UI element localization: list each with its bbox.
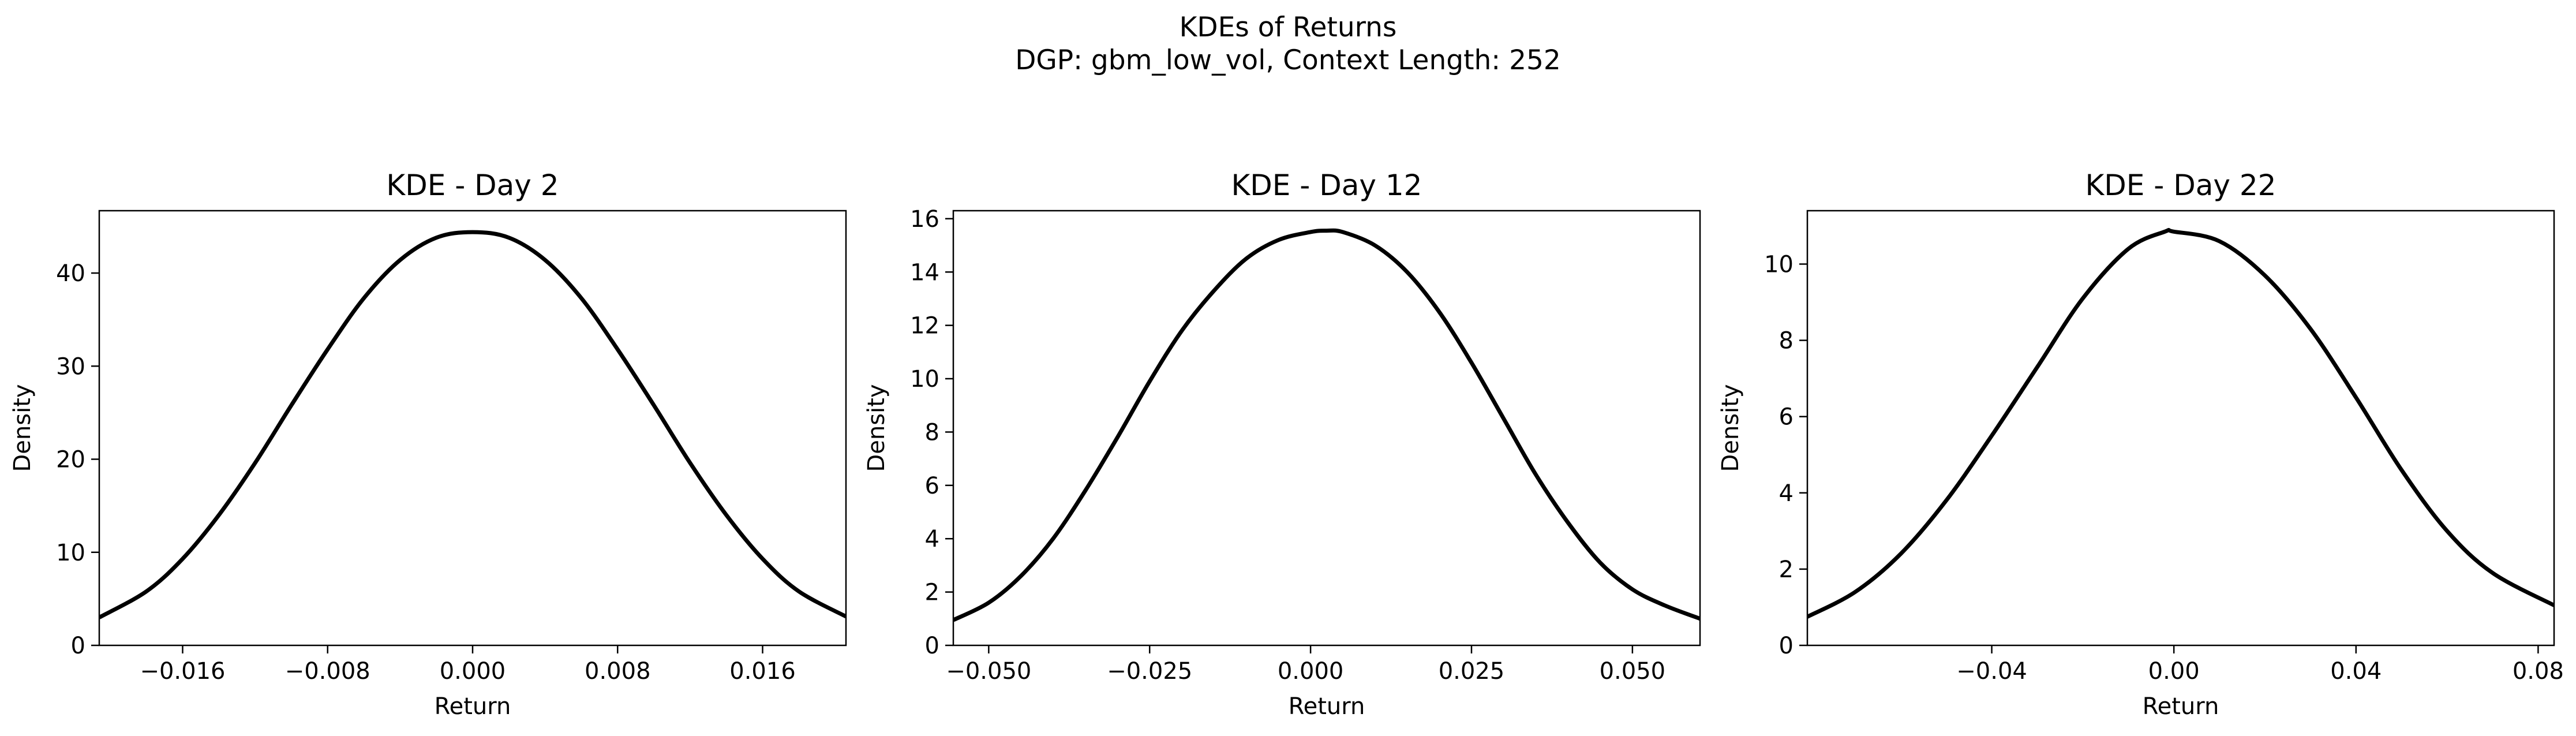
y-tick-label: 10 — [56, 540, 85, 566]
y-tick-label: 2 — [925, 580, 939, 606]
x-tick-label: 0.000 — [440, 658, 506, 685]
subplot-panels: −0.016 −0.008 0.000 0.008 0.016010203040KDE … — [9, 169, 2564, 720]
subplot-3: −0.04 0.00 0.04 0.08 0 2 4 6 8 10 KDE - Day 22 Retu… — [1717, 169, 2564, 720]
x-tick-label: 0.050 — [1600, 658, 1666, 685]
y-tick-label: 4 — [1779, 480, 1794, 507]
axes-frame — [952, 210, 1701, 647]
x-tick-label: 0.008 — [585, 658, 651, 685]
y-tick-label: 0 — [71, 633, 85, 659]
x-tick-label: −0.025 — [1107, 658, 1192, 685]
y-tick-label: 14 — [910, 259, 939, 286]
kde-curve — [1807, 227, 2554, 619]
y-tick-label: 10 — [1764, 251, 1794, 278]
x-tick-label: 0.08 — [2513, 658, 2564, 685]
y-tick-label: 30 — [56, 353, 85, 380]
y-axis-label: Density — [9, 384, 36, 472]
subplot-title: KDE - Day 22 — [2085, 169, 2277, 202]
axes-frame — [1806, 210, 2555, 647]
x-tick-label: 0.025 — [1439, 658, 1505, 685]
y-axis-label: Density — [1717, 384, 1744, 472]
y-tick-label: 8 — [925, 419, 939, 446]
subplot-2: −0.050 −0.025 0.000 0.025 0.050 0 2 4 6 8 10 12 14 16… — [863, 169, 1701, 720]
kde-curve — [953, 228, 1700, 622]
y-tick-label: 12 — [910, 313, 939, 339]
y-tick-label: 20 — [56, 447, 85, 473]
y-tick-label: 4 — [925, 526, 939, 552]
y-tick-label: 2 — [1779, 556, 1794, 583]
x-axis-label: Return — [2143, 693, 2219, 720]
x-tick-label: 0.000 — [1278, 658, 1344, 685]
figure-title: KDEs of Returns — [1180, 12, 1397, 43]
x-axis-label: Return — [1289, 693, 1365, 720]
x-tick-label: −0.016 — [140, 658, 225, 685]
y-tick-label: 6 — [925, 473, 939, 499]
x-tick-label: 0.04 — [2330, 658, 2382, 685]
x-tick-label: −0.04 — [1956, 658, 2027, 685]
subplot-title: KDE - Day 12 — [1231, 169, 1422, 202]
y-tick-label: 8 — [1779, 328, 1794, 354]
y-tick-label: 40 — [56, 260, 85, 287]
y-tick-label: 16 — [910, 206, 939, 233]
y-tick-label: 6 — [1779, 404, 1794, 431]
y-tick-label: 0 — [925, 633, 939, 659]
x-tick-label: −0.050 — [946, 658, 1031, 685]
y-tick-label: 10 — [910, 366, 939, 393]
kde-curve — [99, 230, 846, 619]
x-axis-label: Return — [435, 693, 511, 720]
x-tick-label: −0.008 — [285, 658, 370, 685]
y-axis-label: Density — [863, 384, 890, 472]
x-tick-label: 0.00 — [2148, 658, 2200, 685]
figure-subtitle: DGP: gbm_low_vol, Context Length: 252 — [1015, 44, 1561, 76]
x-tick-label: 0.016 — [729, 658, 796, 685]
subplot-1: −0.016 −0.008 0.000 0.008 0.016 0 10 20 30 40 KDE … — [9, 169, 847, 720]
subplot-title: KDE - Day 2 — [386, 169, 559, 202]
y-tick-label: 0 — [1779, 633, 1794, 659]
